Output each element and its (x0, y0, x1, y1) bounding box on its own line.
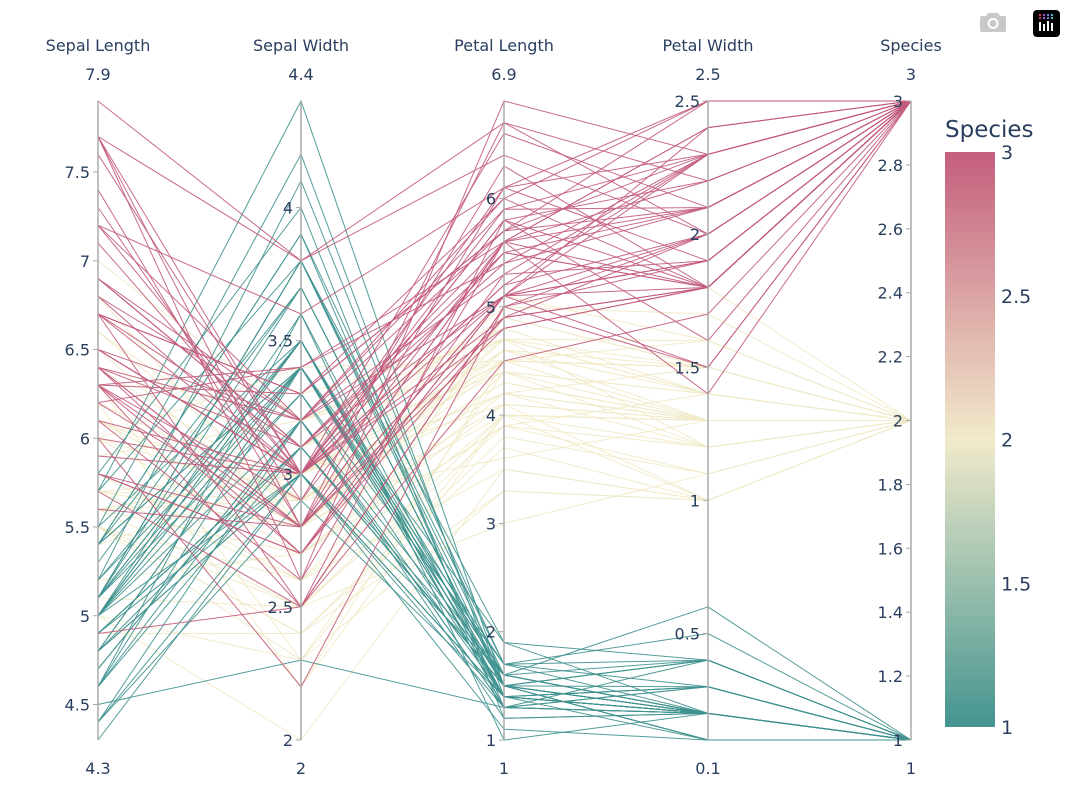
axis-title[interactable]: Species (880, 36, 942, 55)
axes: Sepal Length 7.9 4.3 4.5 5 5.5 6 6.5 7 7.5 Sepal W… (46, 36, 942, 778)
axis-title[interactable]: Petal Length (454, 36, 554, 55)
tick-label: 2.4 (878, 284, 903, 303)
tick-label: 1 (690, 491, 700, 510)
tick-label: 1.6 (878, 539, 903, 558)
tick-label: 3 (283, 465, 293, 484)
tick-label: 2.6 (878, 220, 903, 239)
colorbar-tick-label: 2 (1001, 430, 1013, 452)
tick-label: 2 (283, 731, 293, 750)
tick-label: 6 (80, 429, 90, 448)
plotly-logo-icon[interactable] (1033, 10, 1060, 37)
tick-label: 5 (486, 298, 496, 317)
axis-range-min: 2 (296, 759, 306, 778)
tick-label: 3.5 (268, 332, 293, 351)
tick-label: 1.5 (675, 358, 700, 377)
tick-label: 0.5 (675, 625, 700, 644)
axis-title[interactable]: Sepal Length (46, 36, 151, 55)
tick-label: 5 (80, 607, 90, 626)
tick-label: 4.5 (65, 696, 90, 715)
colorbar-gradient (945, 152, 995, 727)
axis-species[interactable]: Species 3 11 1.2 1.4 1.6 1.8 2 2.2 2.4 2.6 2.8 3 (878, 36, 942, 778)
axis-range-max: 4.4 (288, 65, 313, 84)
tick-label: 2 (486, 623, 496, 642)
axis-title[interactable]: Sepal Width (253, 36, 349, 55)
axis-range-max: 2.5 (695, 65, 720, 84)
tick-label: 1.8 (878, 475, 903, 494)
tick-label: 4 (486, 406, 496, 425)
tick-label: 6.5 (65, 341, 90, 360)
colorbar-tick-label: 3 (1001, 142, 1013, 164)
tick-label: 1.2 (878, 667, 903, 686)
axis-sepal-length[interactable]: Sepal Length 7.9 4.3 4.5 5 5.5 6 6.5 7 7.5 (46, 36, 151, 778)
colorbar-tick-label: 1 (1001, 717, 1013, 739)
colorbar-title: Species (945, 117, 1034, 143)
axis-sepal-width[interactable]: Sepal Width 4.4 22 2.5 3 3.5 4 (253, 36, 349, 778)
tick-label: 3 (486, 514, 496, 533)
axis-range-min: 1 (906, 759, 916, 778)
camera-icon[interactable] (979, 10, 1007, 38)
tick-label: 5.5 (65, 518, 90, 537)
tick-label: 1 (486, 731, 496, 750)
axis-range-min: 1 (499, 759, 509, 778)
tick-label: 2.8 (878, 156, 903, 175)
axis-range-max: 7.9 (85, 65, 110, 84)
tick-label: 2 (690, 225, 700, 244)
colorbar: Species 1 1.5 2 2.5 3 (945, 117, 1034, 739)
tick-label: 2.5 (675, 92, 700, 111)
tick-label: 3 (893, 92, 903, 111)
axis-range-max: 3 (906, 65, 916, 84)
tick-label: 1 (893, 731, 903, 750)
tick-label: 7.5 (65, 163, 90, 182)
tick-label: 4 (283, 199, 293, 218)
colorbar-tick-label: 2.5 (1001, 286, 1031, 308)
axis-range-max: 6.9 (491, 65, 516, 84)
axis-range-min: 0.1 (695, 759, 720, 778)
tick-label: 2.5 (268, 598, 293, 617)
tick-label: 2.2 (878, 348, 903, 367)
colorbar-tick-label: 1.5 (1001, 573, 1031, 595)
axis-range-min: 4.3 (85, 759, 110, 778)
axis-petal-width[interactable]: Petal Width 2.5 0.1 0.5 1 1.5 2 2.5 (662, 36, 753, 778)
tick-label: 2 (893, 412, 903, 431)
tick-label: 1.4 (878, 603, 903, 622)
tick-label: 7 (80, 252, 90, 271)
axis-petal-length[interactable]: Petal Length 6.9 11 2 3 4 5 6 (454, 36, 554, 778)
axis-title[interactable]: Petal Width (662, 36, 753, 55)
tick-label: 6 (486, 189, 496, 208)
